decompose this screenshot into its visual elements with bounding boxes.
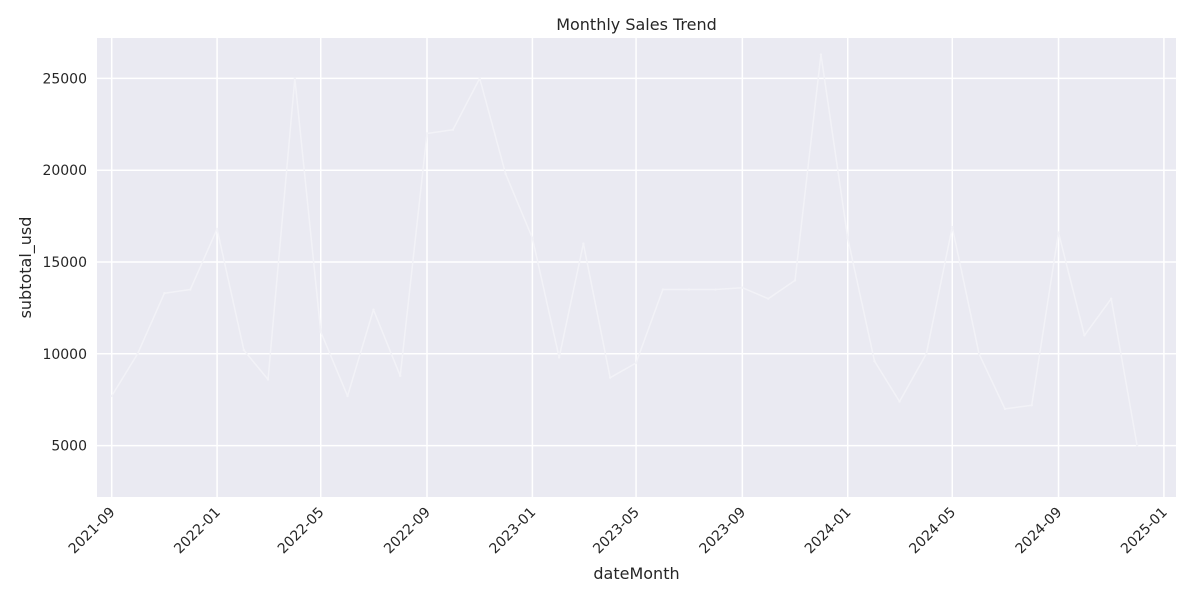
data-point [215, 227, 219, 231]
series-line [111, 53, 1138, 446]
data-point [793, 279, 797, 282]
data-point [608, 376, 612, 379]
data-point [873, 359, 876, 363]
data-point [478, 77, 481, 80]
data-point [451, 128, 455, 131]
data-point [634, 361, 638, 365]
x-tick-label: 2023-09 [696, 505, 749, 558]
data-point [372, 308, 375, 311]
x-tick-label: 2021-09 [66, 505, 119, 558]
data-point [425, 132, 429, 135]
x-axis-ticks: 2021-09 2022-01 2022-05 2022-09 2023-01 2023-… [66, 505, 1171, 558]
data-point [346, 394, 349, 398]
data-point [1083, 334, 1086, 337]
y-tick-label: 20000 [42, 163, 87, 179]
data-point [531, 236, 534, 240]
x-tick-label: 2024-09 [1013, 505, 1066, 558]
data-point [819, 53, 823, 56]
data-point [557, 356, 561, 359]
data-point [1135, 444, 1139, 447]
data-point [687, 288, 690, 291]
data-point [293, 77, 297, 80]
series-layer [110, 53, 1139, 447]
data-point [1110, 297, 1113, 300]
data-point [136, 352, 139, 355]
data-point [925, 352, 928, 355]
data-point [504, 172, 507, 176]
data-point [1003, 407, 1007, 411]
data-point [110, 394, 113, 398]
x-tick-label: 2023-01 [487, 505, 540, 558]
x-tick-label: 2022-05 [275, 505, 328, 558]
data-point [319, 330, 322, 333]
data-point [163, 292, 166, 295]
x-gridlines [110, 38, 1165, 497]
data-point [189, 288, 192, 291]
data-point [661, 288, 665, 291]
y-tick-label: 15000 [42, 255, 87, 271]
data-point [767, 297, 770, 300]
y-tick-label: 5000 [51, 439, 87, 455]
data-point [1030, 404, 1033, 407]
data-point [951, 225, 954, 229]
data-point [741, 286, 744, 289]
data-point [1057, 231, 1060, 234]
x-tick-label: 2024-01 [802, 505, 855, 558]
data-point [399, 374, 402, 378]
x-tick-label: 2022-09 [381, 505, 434, 558]
x-axis-title: dateMonth [593, 564, 679, 583]
chart-title: Monthly Sales Trend [556, 15, 717, 34]
data-point [714, 288, 717, 291]
data-point [898, 400, 901, 403]
data-point [266, 378, 270, 381]
x-tick-label: 2023-05 [590, 505, 643, 558]
data-point [977, 352, 981, 355]
data-point [242, 348, 246, 352]
y-axis-title: subtotal_usd [16, 217, 36, 319]
y-tick-label: 10000 [42, 347, 87, 363]
y-tick-label: 25000 [42, 71, 87, 87]
x-tick-label: 2024-05 [906, 505, 959, 558]
x-tick-label: 2025-01 [1118, 505, 1171, 558]
data-point [582, 242, 585, 245]
y-axis-ticks: 5000 10000 15000 20000 25000 [42, 71, 87, 454]
x-tick-label: 2022-01 [171, 505, 224, 558]
data-point [846, 236, 849, 240]
